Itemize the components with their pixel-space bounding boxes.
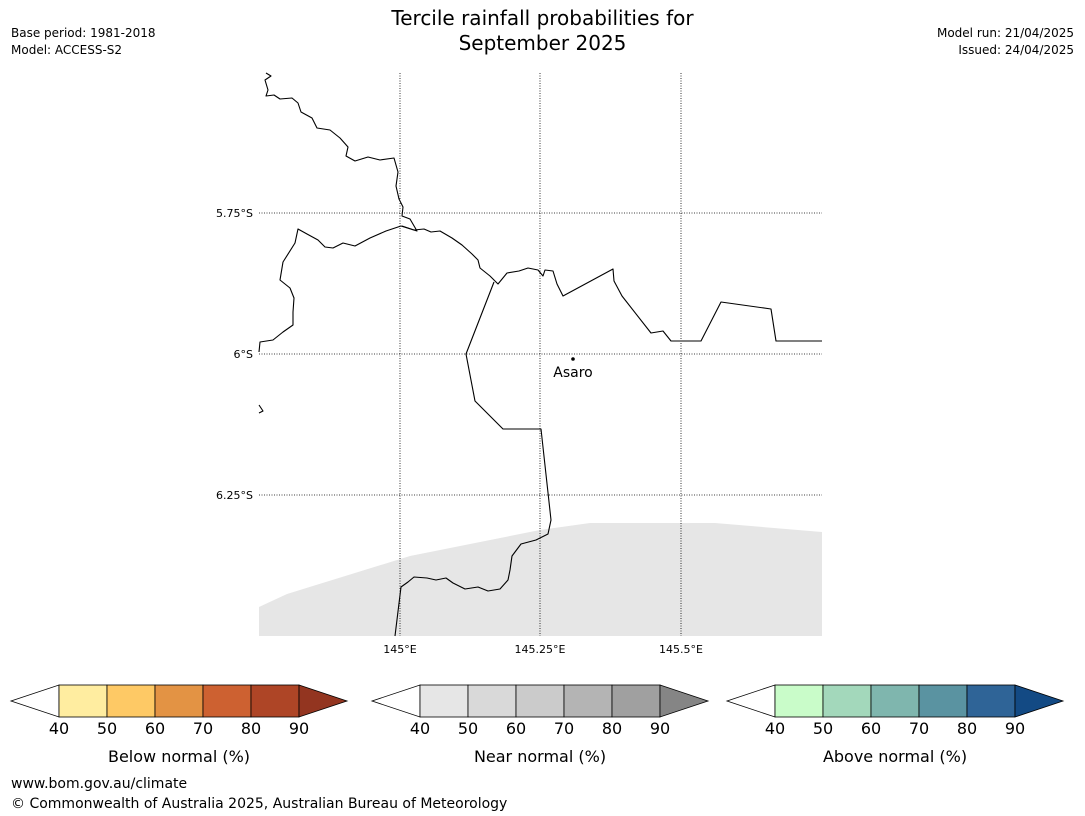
colorbar-below-segment <box>58 684 108 718</box>
colorbar-above-tick: 40 <box>765 719 785 738</box>
colorbar-below: 40 50 60 70 80 90 Below normal (%) <box>9 684 349 766</box>
title-line-2: September 2025 <box>458 31 627 55</box>
colorbar-near-tick: 50 <box>458 719 478 738</box>
lat-label-6: 6°S <box>234 348 253 361</box>
colorbar-above-tick: 80 <box>957 719 977 738</box>
footer-url: www.bom.gov.au/climate <box>11 776 188 792</box>
colorbar-below-tick: 60 <box>145 719 165 738</box>
colorbar-near: 40 50 60 70 80 90 Near normal (%) <box>370 684 710 766</box>
colorbar-near-tick: 40 <box>410 719 430 738</box>
colorbar-above-segment <box>870 684 920 718</box>
lon-label-145-5: 145.5°E <box>659 643 703 656</box>
colorbar-near-segment <box>563 684 613 718</box>
colorbar-near-low-extension <box>370 684 421 718</box>
border-central <box>394 281 552 637</box>
colorbar-below-tick: 90 <box>289 719 309 738</box>
title-line-1: Tercile rainfall probabilities for <box>391 6 694 30</box>
colorbar-near-tick: 70 <box>554 719 574 738</box>
lon-label-145: 145°E <box>383 643 416 656</box>
colorbar-near-segment <box>515 684 565 718</box>
page-title: Tercile rainfall probabilities for Septe… <box>0 6 1085 56</box>
colorbar-near-tick: 60 <box>506 719 526 738</box>
border-north-ridge <box>401 225 822 342</box>
colorbar-below-label: Below normal (%) <box>108 747 250 766</box>
lon-label-145-25: 145.25°E <box>515 643 566 656</box>
colorbar-above-low-extension <box>725 684 776 718</box>
colorbar-above-tick: 70 <box>909 719 929 738</box>
colorbar-above-segment <box>774 684 824 718</box>
colorbar-near-segment <box>467 684 517 718</box>
model-info: Base period: 1981-2018 Model: ACCESS-S2 <box>11 25 156 59</box>
footer-copyright: © Commonwealth of Australia 2025, Austra… <box>11 796 508 812</box>
border-northwest <box>258 72 418 353</box>
colorbar-below-segment <box>202 684 252 718</box>
colorbar-above: 40 50 60 70 80 90 Above normal (%) <box>725 684 1065 766</box>
border-coast-fragment <box>258 404 264 414</box>
asaro-label: Asaro <box>553 365 592 381</box>
province-borders <box>258 72 822 637</box>
colorbar-below-tick: 80 <box>241 719 261 738</box>
colorbar-near-label: Near normal (%) <box>474 747 606 766</box>
colorbar-below-high-extension <box>298 684 349 718</box>
colorbar-above-label: Above normal (%) <box>823 747 967 766</box>
colorbar-above-segment <box>966 684 1016 718</box>
lat-label-5-75: 5.75°S <box>216 207 253 220</box>
issued-text: Issued: 24/04/2025 <box>958 43 1074 57</box>
colorbar-below-segment <box>154 684 204 718</box>
model-run-text: Model run: 21/04/2025 <box>936 26 1074 40</box>
colorbar-below-tick: 50 <box>97 719 117 738</box>
colorbar-below-tick: 70 <box>193 719 213 738</box>
colorbar-below-segment <box>106 684 156 718</box>
colorbars: 40 50 60 70 80 90 Below normal (%) 40 50 60 70 80 90… <box>9 684 1065 766</box>
colorbar-above-tick: 90 <box>1005 719 1025 738</box>
colorbar-below-tick: 40 <box>49 719 69 738</box>
colorbar-below-low-extension <box>9 684 60 718</box>
colorbar-above-tick: 60 <box>861 719 881 738</box>
colorbar-near-tick: 90 <box>650 719 670 738</box>
colorbar-above-high-extension <box>1014 684 1065 718</box>
colorbar-near-segment <box>611 684 661 718</box>
colorbar-near-high-extension <box>659 684 710 718</box>
lat-label-6-25: 6.25°S <box>216 489 253 502</box>
colorbar-above-tick: 50 <box>813 719 833 738</box>
colorbar-near-segment <box>419 684 469 718</box>
model-text: Model: ACCESS-S2 <box>11 43 123 57</box>
colorbar-below-segment <box>250 684 300 718</box>
base-period-text: Base period: 1981-2018 <box>11 26 156 40</box>
footer: www.bom.gov.au/climate © Commonwealth of… <box>11 774 507 814</box>
asaro-marker <box>571 357 575 361</box>
colorbar-above-segment <box>918 684 968 718</box>
run-info: Model run: 21/04/2025 Issued: 24/04/2025 <box>937 25 1074 59</box>
colorbar-near-tick: 80 <box>602 719 622 738</box>
colorbar-above-segment <box>822 684 872 718</box>
